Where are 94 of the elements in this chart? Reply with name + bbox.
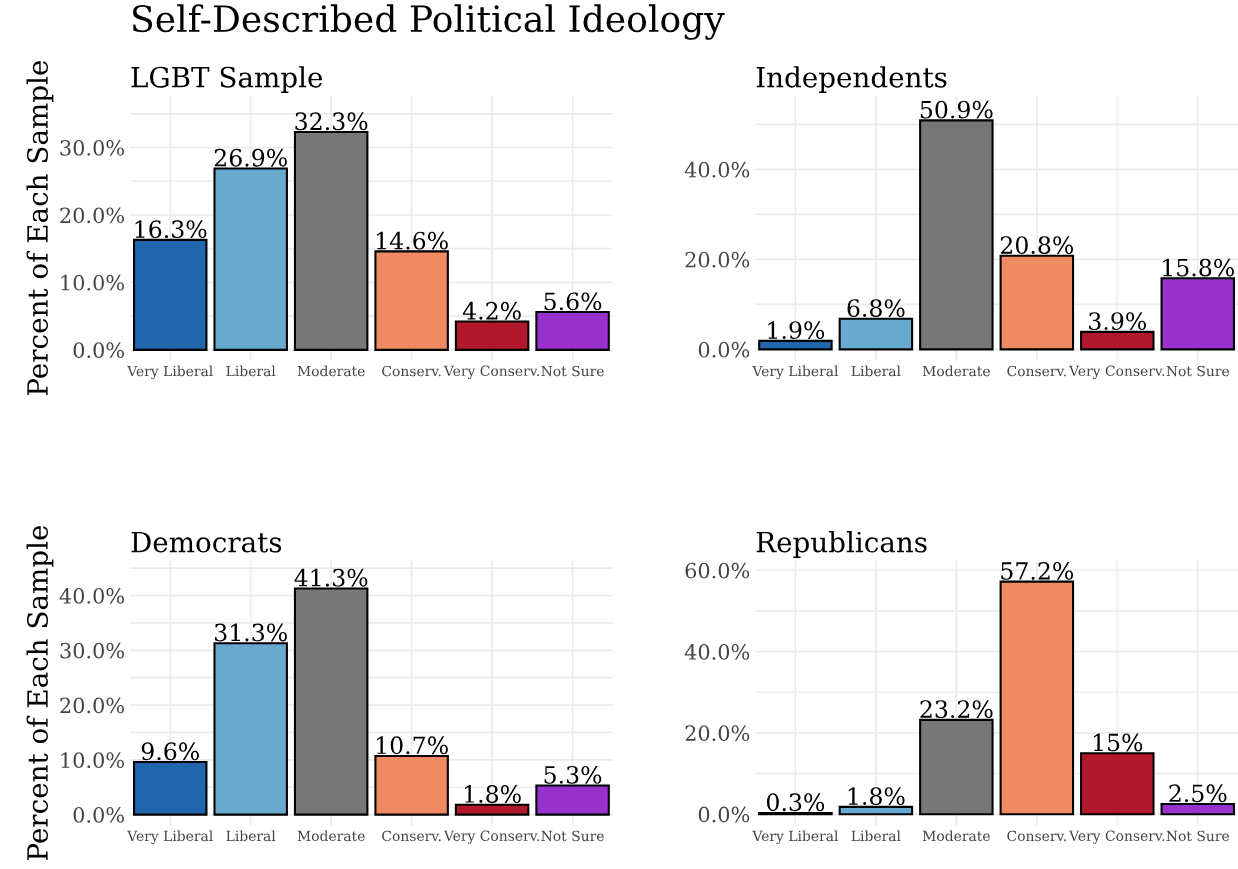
x-tick-label: Very Liberal — [752, 830, 839, 845]
bar — [1080, 752, 1155, 816]
y-tick-label: 20.0% — [685, 725, 750, 742]
data-label: 31.3% — [214, 623, 287, 642]
y-tick-label: 0.0% — [698, 806, 750, 823]
y-tick-label: 20.0% — [685, 251, 750, 268]
data-label: 14.6% — [377, 231, 448, 250]
x-tick-label: Liberal — [226, 365, 276, 377]
y-tick-label: 0.0% — [73, 807, 124, 823]
data-label: 26.9% — [214, 148, 287, 167]
data-label: 6.8% — [847, 299, 905, 317]
data-label: 10.7% — [377, 736, 448, 755]
bar — [535, 311, 610, 351]
y-tick-label: 40.0% — [684, 644, 750, 660]
bar — [293, 130, 369, 351]
data-label: 15.8% — [1163, 258, 1234, 277]
data-label: 15% — [1093, 733, 1143, 752]
bar — [1080, 330, 1155, 351]
x-tick-label: Moderate — [297, 365, 365, 377]
y-tick-label: 40.0% — [59, 588, 124, 604]
y-axis-title: Percent of Each Sample — [26, 60, 54, 396]
chart-title: Republicans — [756, 531, 927, 558]
x-tick-label: Conserv. — [1007, 365, 1066, 377]
x-tick-label: Not Sure — [541, 365, 604, 377]
y-axis-title: Percent of Each Sample — [26, 525, 54, 861]
x-tick-label: Very Conserv. — [443, 830, 540, 844]
bar — [1160, 277, 1236, 351]
x-tick-label: Very Conserv. — [1068, 365, 1165, 379]
bar — [132, 760, 208, 816]
x-tick-label: Very Liberal — [127, 830, 213, 845]
data-label: 1.8% — [464, 785, 521, 803]
bar — [758, 339, 833, 351]
y-tick-label: 0.0% — [73, 342, 124, 359]
bar — [213, 642, 288, 816]
data-label: 5.6% — [544, 292, 602, 311]
bar — [374, 250, 449, 351]
x-tick-label: Conserv. — [382, 830, 441, 842]
bar — [838, 805, 914, 816]
data-label: 50.9% — [920, 100, 993, 119]
bar — [213, 167, 288, 351]
y-tick-label: 20.0% — [60, 697, 124, 714]
bar — [919, 119, 994, 351]
x-tick-label: Conserv. — [382, 365, 441, 377]
data-label: 41.3% — [294, 568, 368, 587]
y-tick-label: 10.0% — [61, 752, 124, 769]
y-tick-label: 30.0% — [60, 642, 124, 659]
data-label: 1.9% — [768, 321, 825, 340]
chart-title: Democrats — [131, 531, 282, 553]
y-tick-label: 40.0% — [684, 161, 750, 178]
bar — [535, 784, 610, 816]
x-tick-label: Very Liberal — [127, 365, 213, 380]
bar — [919, 718, 994, 816]
x-tick-label: Moderate — [922, 365, 990, 377]
x-tick-label: Moderate — [297, 830, 365, 842]
bar — [999, 254, 1075, 351]
y-tick-label: 0.0% — [698, 341, 750, 358]
x-tick-label: Not Sure — [1166, 365, 1229, 377]
bar — [999, 580, 1075, 816]
data-label: 23.2% — [920, 700, 993, 719]
y-tick-label: 10.0% — [61, 274, 124, 291]
data-label: 3.9% — [1089, 312, 1146, 331]
chart-title: Self-Described Political Ideology — [133, 4, 725, 40]
data-label: 32.3% — [295, 112, 368, 131]
y-tick-label: 30.0% — [60, 139, 124, 156]
data-label: 0.3% — [766, 793, 825, 812]
data-label: 1.8% — [848, 787, 905, 806]
data-label: 57.2% — [1001, 561, 1074, 580]
bar — [838, 317, 914, 351]
x-tick-label: Liberal — [851, 830, 901, 842]
y-tick-label: 60.0% — [685, 562, 750, 579]
data-label: 2.5% — [1169, 784, 1227, 803]
bar — [293, 587, 369, 816]
x-tick-label: Moderate — [922, 830, 990, 842]
data-label: 16.3% — [135, 220, 207, 239]
bar — [454, 803, 530, 816]
x-tick-label: Very Conserv. — [1068, 830, 1165, 844]
chart-title: Independents — [756, 66, 947, 94]
bar — [454, 320, 530, 351]
bar — [1160, 802, 1236, 816]
chart-subtitle: LGBT Sample — [131, 66, 323, 94]
x-tick-label: Very Liberal — [752, 365, 839, 380]
x-tick-label: Liberal — [226, 830, 276, 842]
y-tick-label: 20.0% — [60, 207, 124, 224]
data-label: 20.8% — [1000, 236, 1074, 254]
x-tick-label: Not Sure — [1166, 830, 1229, 842]
x-tick-label: Conserv. — [1007, 830, 1066, 842]
bar — [374, 754, 449, 816]
data-label: 5.3% — [544, 765, 602, 784]
bar — [132, 238, 208, 351]
x-tick-label: Liberal — [851, 365, 901, 377]
data-label: 4.2% — [462, 301, 521, 320]
x-tick-label: Not Sure — [541, 830, 604, 842]
x-tick-label: Very Conserv. — [443, 365, 540, 379]
data-label: 9.6% — [141, 742, 199, 761]
